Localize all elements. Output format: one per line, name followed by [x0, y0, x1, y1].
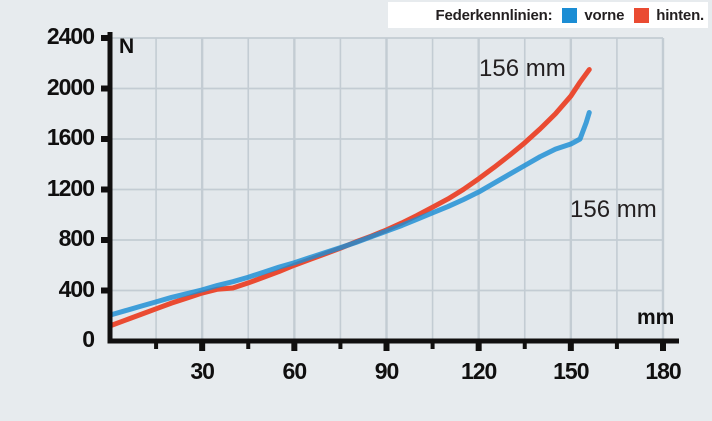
series-line-vorne [107, 109, 592, 318]
y-tick-label: 800 [58, 225, 95, 251]
legend-swatch-front-icon [562, 7, 578, 23]
x-tick-label: 150 [553, 358, 589, 384]
x-tick-label: 30 [190, 358, 215, 384]
x-tick-label: 60 [282, 358, 308, 384]
annotation-rear-travel: 156 mm [479, 55, 566, 82]
x-tick-label: 180 [645, 358, 681, 384]
legend-label-front: vorne [584, 6, 625, 24]
y-tick-label: 2000 [46, 73, 95, 100]
y-tick-label: 400 [58, 275, 95, 302]
legend-title: Federkennlinien: [435, 6, 553, 24]
y-tick-label: 0 [82, 326, 95, 352]
x-tick-label: 90 [374, 358, 400, 384]
y-tick-label: 2400 [46, 23, 95, 49]
legend-label-rear: hinten. [656, 6, 704, 24]
chart-legend: Federkennlinien: vorne hinten. [388, 2, 708, 28]
legend-entry-rear: hinten. [634, 7, 704, 24]
y-tick-label: 1200 [46, 174, 95, 201]
legend-entry-front: vorne [562, 7, 624, 24]
y-axis-unit: N [119, 35, 135, 58]
x-axis-unit: mm [637, 306, 675, 329]
annotation-front-travel: 156 mm [570, 196, 657, 223]
x-tick-label: 120 [460, 358, 497, 384]
legend-swatch-rear-icon [634, 7, 650, 23]
y-tick-label: 1600 [46, 124, 95, 150]
